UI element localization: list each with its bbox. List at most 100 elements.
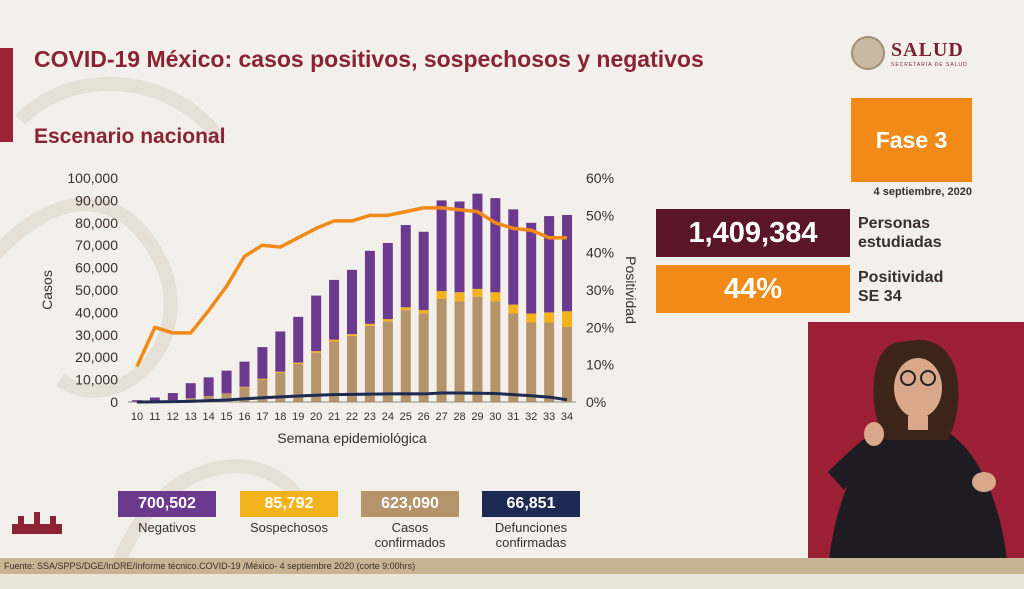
- y-tick-label: 0: [110, 394, 118, 410]
- x-tick-label: 33: [543, 411, 555, 423]
- bar-negativos: [275, 331, 286, 372]
- x-tick-label: 27: [435, 411, 447, 423]
- defunciones-label-line2: confirmadas: [495, 535, 567, 550]
- defunciones-line: [136, 391, 568, 404]
- y-tick-label: 70,000: [75, 237, 118, 253]
- bar-sospechosos: [526, 313, 537, 323]
- bar-sospechosos: [311, 351, 322, 353]
- negativos-total: 700,502: [118, 491, 216, 517]
- bar-confirmados: [275, 372, 286, 402]
- bar-confirmados: [436, 298, 447, 402]
- bar-confirmados: [508, 313, 519, 402]
- y2-tick-label: 20%: [586, 319, 614, 335]
- x-tick-label: 28: [453, 411, 465, 423]
- x-tick-label: 32: [525, 411, 537, 423]
- bottom-strip: [0, 574, 1024, 589]
- x-tick-label: 17: [256, 411, 268, 423]
- sospechosos-total: 85,792: [240, 491, 338, 517]
- bar-negativos: [257, 347, 268, 379]
- bar-negativos: [418, 231, 429, 311]
- bar-confirmados: [311, 352, 322, 402]
- confirmados-label-line2: confirmados: [374, 535, 446, 550]
- bar-negativos: [490, 198, 501, 293]
- bar-negativos: [562, 214, 573, 312]
- personas-label-line2: estudiadas: [858, 234, 942, 251]
- bar-negativos: [239, 361, 250, 387]
- bar-sospechosos: [275, 371, 286, 373]
- x-tick-label: 18: [274, 411, 286, 423]
- x-tick-label: 16: [238, 411, 250, 423]
- defunciones-label-line1: Defunciones: [494, 520, 568, 535]
- footer-bar: [0, 558, 1024, 574]
- bar-negativos: [167, 393, 178, 401]
- confirmados-label-line1: Casos: [391, 520, 429, 535]
- y2-tick-label: 60%: [586, 170, 614, 186]
- bar-negativos: [508, 209, 519, 305]
- cases-chart: 0 10,000 20,000 30,000 40,000 50,000 60,000 70,…: [39, 170, 639, 446]
- positividad-label-line1: Positividad: [858, 269, 944, 286]
- page-title: COVID-19 México: casos positivos, sospec…: [34, 46, 704, 72]
- bar-sospechosos: [329, 339, 340, 342]
- source-note: Fuente: SSA/SPPS/DGE/InDRE/Informe técni…: [4, 561, 416, 571]
- positividad-value: 44%: [656, 265, 850, 313]
- bar-negativos: [149, 397, 160, 402]
- bar-sospechosos: [293, 362, 304, 364]
- bar-sospechosos: [544, 312, 555, 323]
- bar-confirmados: [293, 363, 304, 402]
- x-tick-label: 13: [185, 411, 197, 423]
- negativos-label: Negativos: [138, 520, 196, 535]
- bar-confirmados: [257, 379, 268, 402]
- bar-sospechosos: [472, 288, 483, 297]
- x-tick-label: 30: [489, 411, 501, 423]
- y-tick-label: 80,000: [75, 215, 118, 231]
- positividad-line: [135, 206, 568, 368]
- y-axis-title: Casos: [39, 270, 55, 310]
- x-tick-label: 34: [561, 411, 573, 423]
- bar-negativos: [347, 269, 357, 335]
- y2-tick-label: 30%: [586, 282, 614, 298]
- bar-confirmados: [347, 335, 357, 402]
- page-subtitle: Escenario nacional: [34, 125, 226, 148]
- bar-negativos: [203, 377, 214, 397]
- bar-sospechosos: [347, 334, 357, 336]
- logo-subtitle: SECRETARÍA DE SALUD: [891, 61, 968, 68]
- bar-confirmados: [562, 326, 573, 402]
- y-tick-label: 90,000: [75, 192, 118, 208]
- x-tick-label: 29: [471, 411, 483, 423]
- bar-negativos: [185, 383, 196, 399]
- bar-negativos: [400, 225, 411, 308]
- y-tick-label: 20,000: [75, 349, 118, 365]
- y-tick-label: 40,000: [75, 304, 118, 320]
- report-date: 4 septiembre, 2020: [873, 186, 972, 198]
- legend-negativos: 700,502 Negativos: [118, 491, 216, 535]
- x-tick-label: 23: [364, 411, 376, 423]
- bar-negativos: [454, 201, 465, 293]
- bar-confirmados: [239, 387, 250, 402]
- seal-icon: [851, 36, 885, 70]
- personas-label-line1: Personas: [858, 215, 931, 232]
- x-tick-label: 31: [507, 411, 519, 423]
- monument-icon: [12, 512, 62, 534]
- sospechosos-label: Sospechosos: [249, 520, 329, 535]
- bar-sospechosos: [239, 386, 250, 388]
- x-tick-label: 14: [203, 411, 215, 423]
- x-tick-label: 19: [292, 411, 304, 423]
- bar-confirmados: [544, 322, 555, 402]
- bar-negativos: [221, 370, 232, 394]
- x-tick-label: 12: [167, 411, 179, 423]
- positividad-label: Positividad SE 34: [858, 268, 943, 306]
- bar-confirmados: [418, 313, 429, 402]
- bar-sospechosos: [436, 291, 447, 299]
- y2-tick-label: 10%: [586, 357, 614, 373]
- bar-negativos: [472, 193, 483, 289]
- bar-confirmados: [400, 310, 411, 402]
- salud-logo: SALUD SECRETARÍA DE SALUD: [851, 36, 968, 70]
- bar-negativos: [526, 222, 537, 314]
- x-tick-label: 10: [131, 411, 143, 423]
- y2-axis-title: Positividad: [623, 256, 639, 324]
- y2-tick-label: 40%: [586, 245, 614, 261]
- logo-name: SALUD: [891, 38, 964, 61]
- bar-sospechosos: [257, 378, 268, 380]
- phase-badge: Fase 3: [851, 98, 972, 182]
- accent-bar: [0, 48, 13, 142]
